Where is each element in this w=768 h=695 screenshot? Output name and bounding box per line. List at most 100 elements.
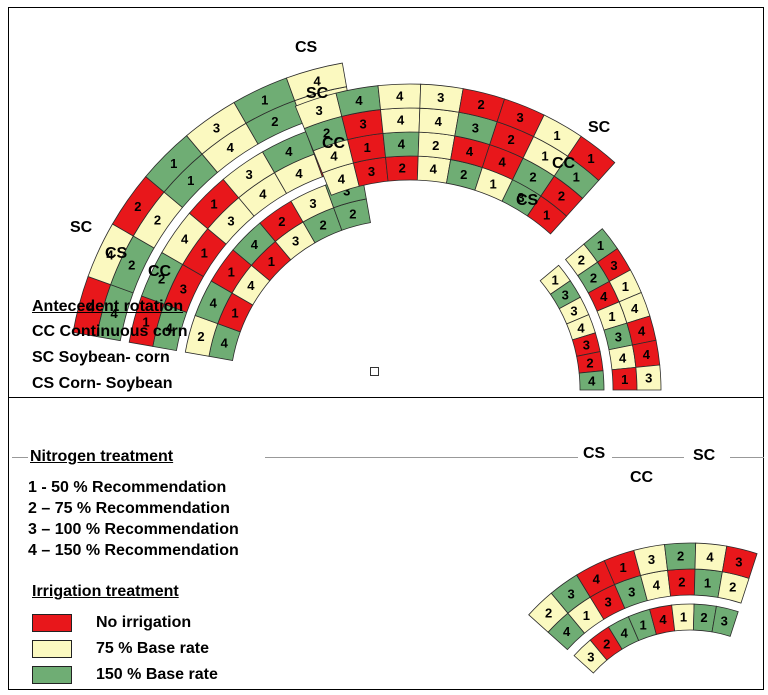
svg-text:1: 1	[587, 151, 594, 166]
antecedent-legend-title: Antecedent rotation	[32, 298, 184, 315]
svg-text:4: 4	[285, 144, 293, 159]
svg-text:3: 3	[246, 167, 253, 182]
svg-text:1: 1	[573, 170, 580, 185]
svg-text:3: 3	[562, 288, 569, 303]
svg-text:2: 2	[677, 549, 684, 564]
rotation-group-label: CS	[295, 39, 318, 56]
svg-text:2: 2	[478, 97, 485, 112]
antecedent-item-sc: SC Soybean- corn	[32, 349, 170, 366]
svg-text:3: 3	[227, 214, 234, 229]
svg-text:3: 3	[213, 120, 220, 135]
rotation-group-label: CC	[630, 469, 654, 486]
svg-text:3: 3	[615, 329, 622, 344]
irrigation-item-75: 75 % Base rate	[96, 640, 209, 657]
svg-text:3: 3	[570, 304, 577, 319]
svg-text:1: 1	[268, 254, 275, 269]
plot-cell: 1	[693, 568, 723, 598]
rule-line	[730, 457, 764, 458]
svg-text:3: 3	[359, 117, 366, 132]
svg-text:2: 2	[271, 114, 278, 129]
svg-text:1: 1	[551, 273, 558, 288]
svg-text:4: 4	[398, 137, 406, 152]
plot-cell: 2	[385, 155, 419, 182]
irrigation-legend-title: Irrigation treatment	[32, 583, 179, 600]
plot-cell: 3	[635, 364, 662, 391]
plot-cell: 4	[632, 339, 661, 368]
plot-cell: 4	[418, 107, 460, 137]
rotation-group-label: CC	[552, 155, 576, 172]
rotation-group-label: SC	[70, 219, 93, 236]
svg-text:4: 4	[619, 350, 627, 365]
svg-text:1: 1	[597, 238, 604, 253]
svg-text:2: 2	[508, 132, 515, 147]
svg-text:1: 1	[553, 128, 560, 143]
svg-text:2: 2	[603, 636, 610, 651]
svg-text:2: 2	[158, 271, 165, 286]
svg-text:4: 4	[259, 187, 267, 202]
svg-text:4: 4	[181, 232, 189, 247]
plot-cell: 2	[417, 131, 456, 161]
plot-cell: 4	[608, 344, 637, 371]
svg-text:3: 3	[610, 258, 617, 273]
plot-cell: 4	[416, 155, 452, 184]
svg-text:3: 3	[587, 649, 594, 664]
svg-text:3: 3	[583, 338, 590, 353]
svg-text:3: 3	[568, 587, 575, 602]
nitrogen-item-2: 2 – 75 % Recommendation	[28, 500, 230, 517]
plot-cell: 2	[664, 542, 697, 571]
svg-text:3: 3	[292, 233, 299, 248]
svg-text:2: 2	[399, 161, 406, 176]
svg-text:2: 2	[432, 138, 439, 153]
svg-text:4: 4	[588, 373, 596, 388]
svg-text:4: 4	[397, 113, 405, 128]
svg-text:4: 4	[338, 171, 346, 186]
svg-text:4: 4	[577, 320, 585, 335]
svg-text:1: 1	[621, 372, 628, 387]
svg-text:4: 4	[227, 140, 235, 155]
svg-text:2: 2	[700, 610, 707, 625]
plot-cell: 4	[694, 542, 728, 573]
svg-text:4: 4	[251, 237, 259, 252]
antecedent-item-cc: CC Continuous corn	[32, 323, 188, 340]
svg-text:4: 4	[593, 571, 601, 586]
svg-text:2: 2	[729, 580, 736, 595]
svg-text:2: 2	[529, 169, 536, 184]
svg-text:4: 4	[314, 73, 322, 88]
svg-text:2: 2	[460, 167, 467, 182]
svg-text:3: 3	[180, 281, 187, 296]
swatch-no-irrigation	[32, 614, 72, 632]
svg-text:3: 3	[472, 121, 479, 136]
swatch-75-base	[32, 640, 72, 658]
svg-text:2: 2	[558, 189, 565, 204]
svg-text:2: 2	[586, 355, 593, 370]
svg-text:4: 4	[621, 626, 629, 641]
small-square-marker	[370, 367, 379, 376]
svg-text:1: 1	[608, 309, 615, 324]
rule-line	[12, 457, 28, 458]
svg-text:2: 2	[134, 199, 141, 214]
plot-cell: 3	[711, 605, 739, 637]
svg-text:4: 4	[396, 89, 404, 104]
irrigation-item-150: 150 % Base rate	[96, 666, 218, 683]
svg-text:1: 1	[142, 314, 149, 329]
rotation-group-label: CS	[105, 245, 128, 262]
svg-text:2: 2	[590, 270, 597, 285]
svg-text:3: 3	[343, 184, 350, 199]
svg-text:3: 3	[735, 554, 742, 569]
svg-text:4: 4	[210, 295, 218, 310]
svg-text:4: 4	[631, 301, 639, 316]
svg-text:2: 2	[197, 329, 204, 344]
svg-text:4: 4	[430, 162, 438, 177]
svg-text:1: 1	[622, 279, 629, 294]
rotation-group-label: CS	[583, 445, 606, 462]
svg-text:1: 1	[640, 617, 647, 632]
svg-text:2: 2	[578, 253, 585, 268]
svg-text:3: 3	[437, 90, 444, 105]
nitrogen-item-1: 1 - 50 % Recommendation	[28, 479, 227, 496]
svg-text:1: 1	[187, 173, 194, 188]
svg-text:1: 1	[704, 575, 711, 590]
svg-text:3: 3	[368, 164, 375, 179]
svg-text:3: 3	[721, 614, 728, 629]
rule-line	[265, 457, 578, 458]
